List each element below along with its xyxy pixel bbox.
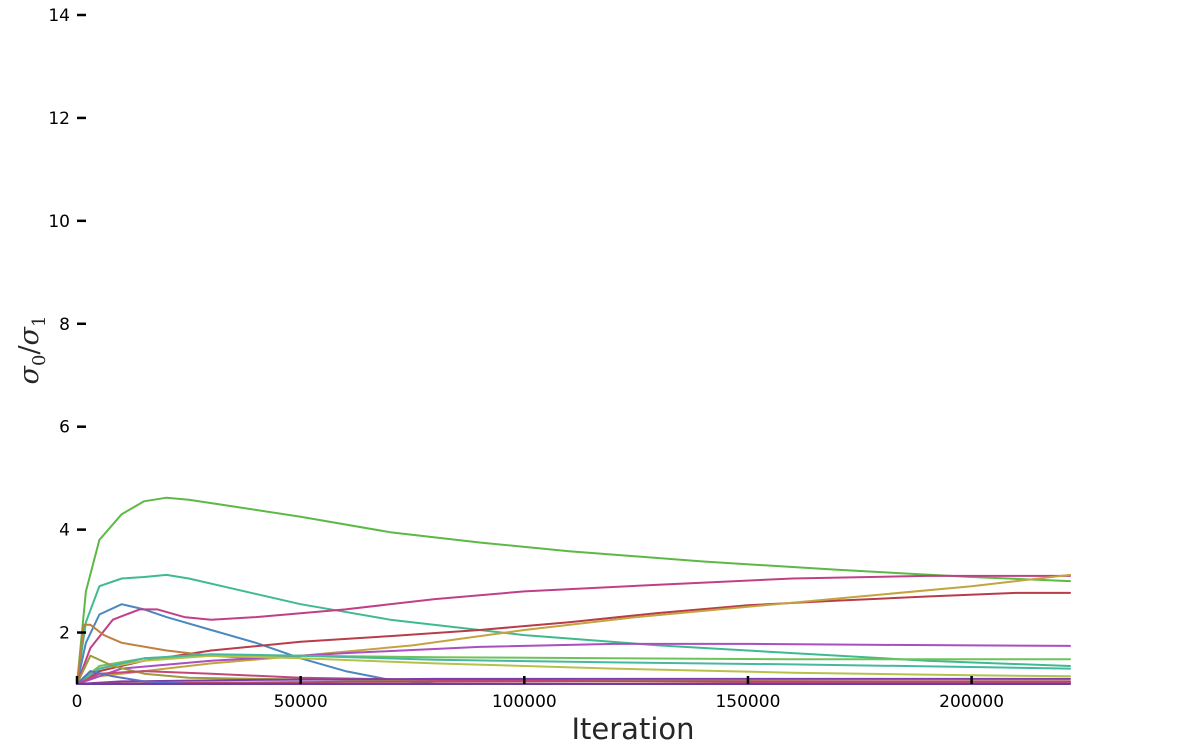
y-tick-label: 6: [59, 418, 70, 438]
x-tick-label: 150000: [715, 692, 780, 712]
series-line-2: [76, 573, 1071, 685]
x-axis-title: Iteration: [571, 712, 694, 746]
y-tick-label: 10: [48, 212, 70, 232]
series-line-10: [76, 654, 1071, 685]
y-tick-label: 14: [48, 6, 70, 26]
y-tick-label: 8: [59, 315, 70, 335]
x-tick-label: 200000: [939, 692, 1004, 712]
y-axis-title: σ0/σ1: [14, 316, 50, 385]
series-line-8: [76, 642, 1071, 685]
series-line-16: [76, 670, 190, 685]
y-tick-label: 12: [48, 109, 70, 129]
series-line-11: [76, 653, 1071, 685]
series-line-9: [76, 654, 1071, 685]
x-tick-label: 0: [72, 692, 83, 712]
x-tick-label: 100000: [492, 692, 557, 712]
y-tick-label: 2: [59, 624, 70, 644]
series-line-14: [76, 677, 1071, 685]
series-line-1: [76, 496, 1071, 685]
x-axis: 0 50000 100000 150000 200000: [72, 676, 1004, 712]
y-tick-label: 4: [59, 521, 70, 541]
series-lines: [76, 496, 1071, 685]
series-line-3: [76, 603, 436, 685]
x-tick-label: 50000: [274, 692, 328, 712]
series-line-4: [76, 574, 1071, 685]
y-axis: 2 4 6 8 10 12 14: [48, 6, 86, 644]
